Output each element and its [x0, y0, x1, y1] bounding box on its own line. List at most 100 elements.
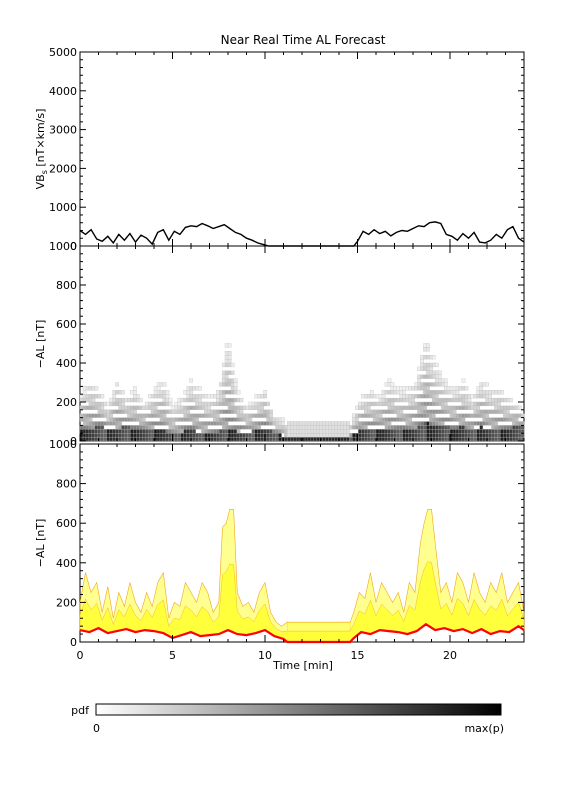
pdf-heatmap-cell [440, 401, 445, 407]
pdf-heatmap-cell [396, 417, 401, 422]
pdf-heatmap-cell [476, 436, 481, 442]
pdf-heatmap-cell [91, 429, 96, 434]
pdf-heatmap-cell [136, 405, 140, 410]
pdf-heatmap-cell [506, 425, 510, 430]
al-forecast-bands [79, 509, 525, 643]
pdf-heatmap-cell [298, 433, 303, 438]
pdf-heatmap-cell [337, 425, 341, 430]
pdf-heatmap-cell [485, 433, 489, 438]
pdf-colorbar: pdf 0 max(p) [71, 703, 504, 735]
al-xtick-label: 15 [351, 649, 365, 662]
pdf-heatmap-cell [461, 425, 466, 430]
pdf-heatmap-cell [476, 401, 481, 407]
pdf-heatmap-cell [242, 433, 247, 438]
pdf-heatmap-cell [449, 390, 454, 395]
pdf-heatmap-cell [390, 397, 395, 403]
pdf-heatmap-cell [239, 436, 244, 442]
pdf-ytick-label: 1000 [49, 240, 77, 253]
pdf-heatmap-cell [438, 370, 442, 375]
pdf-heatmap-cell [432, 382, 436, 387]
pdf-heatmap-cell [198, 436, 202, 442]
pdf-heatmap-cell [396, 409, 401, 414]
pdf-heatmap-cell [153, 405, 158, 410]
pdf-heatmap-cell [372, 433, 377, 438]
pdf-heatmap-cell [165, 401, 170, 407]
pdf-heatmap-cell [263, 413, 267, 418]
pdf-heatmap-cell [124, 409, 128, 414]
pdf-heatmap-cell [514, 405, 519, 410]
colorbar-max-label: max(p) [464, 722, 504, 735]
pdf-heatmap-cell [263, 409, 267, 414]
pdf-heatmap-cell [396, 390, 401, 395]
pdf-heatmap-cell [506, 397, 510, 403]
pdf-heatmap-cell [100, 421, 105, 426]
pdf-heatmap-cell [254, 421, 259, 426]
pdf-heatmap-cell [189, 397, 193, 403]
pdf-heatmap-cell [390, 386, 395, 391]
pdf-heatmap-cell [500, 417, 504, 422]
pdf-heatmap-cell [479, 433, 484, 438]
pdf-heatmap-cell [224, 401, 229, 407]
pdf-heatmap-cell [514, 417, 519, 422]
pdf-heatmap-cell [435, 433, 439, 438]
pdf-heatmap-cell [420, 409, 424, 414]
pdf-y-axis: 0 200 400 600 800 1000 [49, 240, 524, 448]
pdf-heatmap-cell [269, 433, 273, 438]
pdf-heatmap-cell [361, 421, 365, 426]
pdf-heatmap-cell [153, 401, 158, 407]
pdf-heatmap-cell [352, 413, 356, 418]
pdf-heatmap-cell [426, 421, 430, 426]
pdf-heatmap-cell [272, 429, 276, 434]
pdf-heatmap-cell [485, 390, 489, 395]
pdf-heatmap-cell [136, 397, 140, 403]
pdf-heatmap-cell [372, 394, 377, 399]
pdf-heatmap-cell [213, 409, 217, 414]
pdf-heatmap-cell [124, 405, 128, 410]
pdf-heatmap-cell [352, 436, 356, 442]
pdf-heatmap-cell [204, 394, 208, 399]
pdf-heatmap-cell [358, 401, 362, 407]
pdf-heatmap-cell [494, 433, 498, 438]
pdf-heatmap-cell [470, 401, 475, 407]
pdf-heatmap-cell [263, 390, 267, 395]
pdf-heatmap-cell [233, 433, 238, 438]
pdf-heatmap-cell [420, 421, 424, 426]
pdf-heatmap-cell [420, 355, 424, 360]
pdf-heatmap-cell [423, 405, 427, 410]
pdf-heatmap-cell [168, 429, 173, 434]
pdf-heatmap-cell [426, 436, 430, 442]
pdf-heatmap-cell [115, 397, 119, 403]
pdf-heatmap-cell [139, 429, 143, 434]
pdf-heatmap-cell [464, 394, 469, 399]
pdf-heatmap-cell [195, 433, 199, 438]
pdf-heatmap-cell [514, 421, 519, 426]
pdf-heatmap-cell [168, 421, 173, 426]
pdf-heatmap-cell [136, 429, 140, 434]
pdf-heatmap-cell [210, 433, 214, 438]
pdf-heatmap-cell [248, 421, 253, 426]
pdf-heatmap-cell [381, 421, 386, 426]
pdf-heatmap-cell [402, 394, 407, 399]
pdf-heatmap-cell [485, 409, 489, 414]
pdf-heatmap-cell [426, 362, 430, 368]
pdf-heatmap-cell [144, 429, 149, 434]
pdf-heatmap-cell [378, 413, 383, 418]
pdf-heatmap-cell [387, 433, 392, 438]
pdf-heatmap-cell [420, 433, 424, 438]
pdf-heatmap-cell [514, 413, 519, 418]
pdf-heatmap-cell [150, 433, 155, 438]
pdf-heatmap-cell [94, 425, 99, 430]
pdf-heatmap-cell [470, 429, 475, 434]
pdf-heatmap-cell [479, 436, 484, 442]
pdf-heatmap-cell [239, 405, 244, 410]
pdf-heatmap-cell [506, 413, 510, 418]
pdf-heatmap-cell [417, 413, 421, 418]
pdf-heatmap-cell [266, 401, 270, 407]
pdf-heatmap-cell [435, 390, 439, 395]
pdf-heatmap-cell [91, 401, 96, 407]
pdf-heatmap-cell [426, 409, 430, 414]
pdf-heatmap-cell [91, 413, 96, 418]
pdf-heatmap-cell [159, 413, 164, 418]
pdf-heatmap-cell [426, 347, 430, 352]
pdf-heatmap-cell [464, 405, 469, 410]
